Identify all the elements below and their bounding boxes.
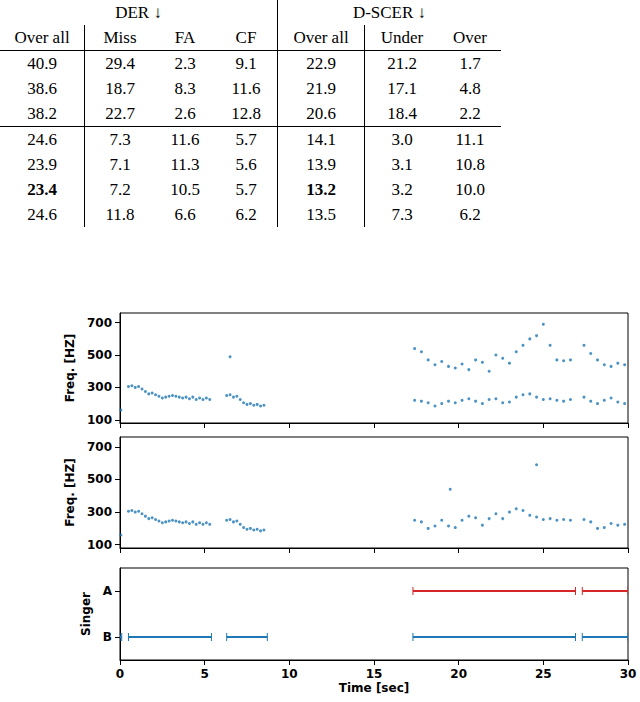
svg-text:300: 300 bbox=[87, 380, 112, 394]
html-text:7.3: 7.3 bbox=[109, 129, 131, 149]
svg-text:700: 700 bbox=[87, 440, 112, 454]
html-text:10.8: 10.8 bbox=[455, 154, 485, 174]
svg-text:500: 500 bbox=[87, 348, 112, 362]
svg-text:100: 100 bbox=[87, 413, 112, 427]
html-text:Under: Under bbox=[380, 27, 424, 47]
svg-text:300: 300 bbox=[87, 505, 112, 519]
html-text:2.6: 2.6 bbox=[174, 103, 196, 123]
html-text:5.7: 5.7 bbox=[235, 179, 257, 199]
svg-text:A: A bbox=[103, 584, 113, 598]
html-text:21.9: 21.9 bbox=[306, 78, 336, 98]
html-text:D-SCER ↓: D-SCER ↓ bbox=[352, 2, 427, 22]
svg-text:Freq. [HZ]: Freq. [HZ] bbox=[63, 458, 77, 527]
svg-text:25: 25 bbox=[535, 667, 552, 681]
html-text:23.4: 23.4 bbox=[27, 179, 57, 199]
html-text:11.8: 11.8 bbox=[105, 204, 135, 224]
svg-text:0: 0 bbox=[116, 667, 124, 681]
svg-text:10: 10 bbox=[281, 667, 298, 681]
html-text:40.9: 40.9 bbox=[27, 53, 57, 73]
html-text:22.7: 22.7 bbox=[105, 103, 135, 123]
html-text:4.8: 4.8 bbox=[459, 78, 481, 98]
html-text:3.0: 3.0 bbox=[391, 129, 413, 149]
html-text:10.5: 10.5 bbox=[170, 179, 200, 199]
html-text:Over all: Over all bbox=[14, 27, 70, 47]
html-text:11.6: 11.6 bbox=[231, 78, 261, 98]
svg-text:Time [sec]: Time [sec] bbox=[339, 681, 409, 695]
svg-text:Freq. [HZ]: Freq. [HZ] bbox=[63, 334, 77, 403]
html-text:5.7: 5.7 bbox=[235, 129, 257, 149]
html-text:2.3: 2.3 bbox=[174, 53, 196, 73]
html-text:6.2: 6.2 bbox=[459, 204, 481, 224]
svg-text:B: B bbox=[103, 630, 112, 644]
svg-text:500: 500 bbox=[87, 472, 112, 486]
html-text:7.1: 7.1 bbox=[109, 154, 131, 174]
html-text:13.9: 13.9 bbox=[306, 154, 336, 174]
html-text:11.1: 11.1 bbox=[455, 129, 485, 149]
html-text:7.2: 7.2 bbox=[109, 179, 131, 199]
html-text:13.2: 13.2 bbox=[306, 179, 336, 199]
html-text:8.3: 8.3 bbox=[174, 78, 196, 98]
html-text:18.4: 18.4 bbox=[387, 103, 417, 123]
html-text:29.4: 29.4 bbox=[105, 53, 135, 73]
html-text:38.2: 38.2 bbox=[27, 103, 57, 123]
html-text:CF: CF bbox=[235, 27, 257, 47]
svg-text:5: 5 bbox=[200, 667, 208, 681]
html-text:1.7: 1.7 bbox=[459, 53, 481, 73]
html-text:23.9: 23.9 bbox=[27, 154, 57, 174]
svg-text:15: 15 bbox=[366, 667, 383, 681]
html-text:Miss: Miss bbox=[103, 27, 137, 47]
html-text:21.2: 21.2 bbox=[387, 53, 417, 73]
html-text:13.5: 13.5 bbox=[306, 204, 336, 224]
html-text:10.0: 10.0 bbox=[455, 179, 485, 199]
html-text:5.6: 5.6 bbox=[235, 154, 257, 174]
svg-text:20: 20 bbox=[450, 667, 467, 681]
html-text:11.6: 11.6 bbox=[170, 129, 200, 149]
html-text:12.8: 12.8 bbox=[231, 103, 261, 123]
html-text:38.6: 38.6 bbox=[27, 78, 57, 98]
html-text:24.6: 24.6 bbox=[27, 204, 57, 224]
html-text:24.6: 24.6 bbox=[27, 129, 57, 149]
html-text:11.3: 11.3 bbox=[170, 154, 200, 174]
html-text:3.1: 3.1 bbox=[391, 154, 413, 174]
html-text:18.7: 18.7 bbox=[105, 78, 135, 98]
html-text:7.3: 7.3 bbox=[391, 204, 413, 224]
html-text:9.1: 9.1 bbox=[235, 53, 257, 73]
svg-text:700: 700 bbox=[87, 316, 112, 330]
svg-text:Singer: Singer bbox=[79, 592, 93, 636]
html-text:3.2: 3.2 bbox=[391, 179, 413, 199]
svg-text:100: 100 bbox=[87, 538, 112, 552]
html-text:6.6: 6.6 bbox=[174, 204, 196, 224]
html-text:17.1: 17.1 bbox=[387, 78, 417, 98]
html-text:14.1: 14.1 bbox=[306, 129, 336, 149]
html-text:Over: Over bbox=[453, 27, 487, 47]
svg-text:30: 30 bbox=[620, 667, 637, 681]
html-text:20.6: 20.6 bbox=[306, 103, 336, 123]
html-text:22.9: 22.9 bbox=[306, 53, 336, 73]
html-text:DER ↓: DER ↓ bbox=[115, 2, 162, 22]
html-text:6.2: 6.2 bbox=[235, 204, 257, 224]
html-text:FA: FA bbox=[174, 27, 196, 47]
html-text:2.2: 2.2 bbox=[459, 103, 481, 123]
html-text:Over all: Over all bbox=[293, 27, 349, 47]
